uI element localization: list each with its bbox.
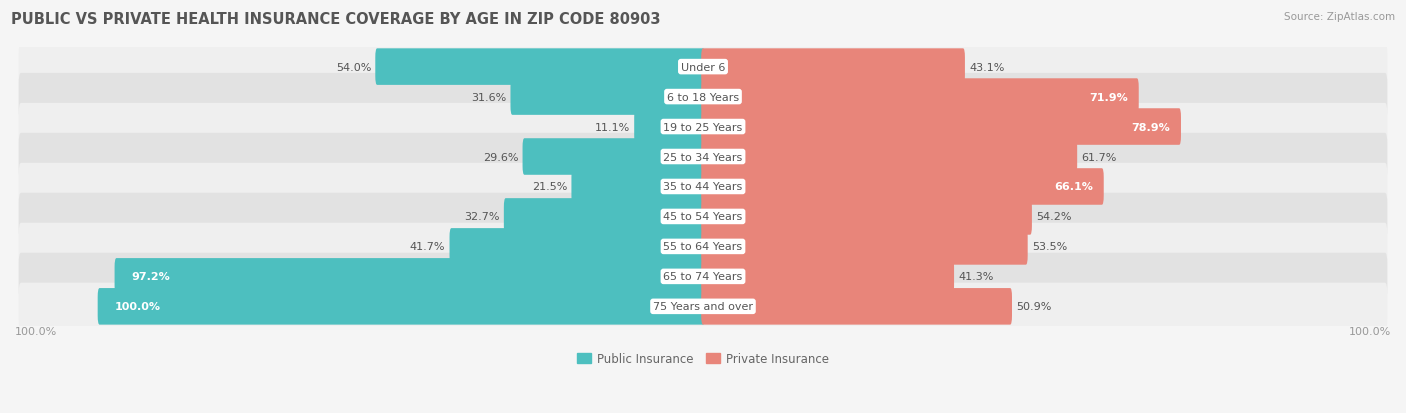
Text: 78.9%: 78.9% [1132,122,1170,132]
Text: 32.7%: 32.7% [464,212,499,222]
FancyBboxPatch shape [702,109,1181,145]
FancyBboxPatch shape [634,109,704,145]
FancyBboxPatch shape [702,228,1028,265]
FancyBboxPatch shape [18,193,1388,240]
Text: Under 6: Under 6 [681,62,725,72]
FancyBboxPatch shape [18,74,1388,121]
Legend: Public Insurance, Private Insurance: Public Insurance, Private Insurance [572,348,834,370]
FancyBboxPatch shape [503,199,704,235]
FancyBboxPatch shape [18,223,1388,271]
FancyBboxPatch shape [702,288,1012,325]
Text: Source: ZipAtlas.com: Source: ZipAtlas.com [1284,12,1395,22]
FancyBboxPatch shape [702,139,1077,176]
FancyBboxPatch shape [375,49,704,85]
FancyBboxPatch shape [18,44,1388,91]
FancyBboxPatch shape [702,79,1139,116]
Text: 45 to 54 Years: 45 to 54 Years [664,212,742,222]
FancyBboxPatch shape [571,169,704,205]
FancyBboxPatch shape [510,79,704,116]
Text: 54.0%: 54.0% [336,62,371,72]
Text: 65 to 74 Years: 65 to 74 Years [664,272,742,282]
FancyBboxPatch shape [523,139,704,176]
Text: 97.2%: 97.2% [132,272,170,282]
Text: 55 to 64 Years: 55 to 64 Years [664,242,742,252]
Text: 35 to 44 Years: 35 to 44 Years [664,182,742,192]
Text: 71.9%: 71.9% [1090,93,1128,102]
FancyBboxPatch shape [702,259,955,295]
Text: 50.9%: 50.9% [1017,301,1052,311]
Text: 75 Years and over: 75 Years and over [652,301,754,311]
Text: 43.1%: 43.1% [969,62,1004,72]
FancyBboxPatch shape [18,253,1388,300]
Text: 41.7%: 41.7% [409,242,446,252]
Text: 61.7%: 61.7% [1081,152,1116,162]
Text: 54.2%: 54.2% [1036,212,1071,222]
Text: 41.3%: 41.3% [959,272,994,282]
Text: 19 to 25 Years: 19 to 25 Years [664,122,742,132]
Text: 100.0%: 100.0% [114,301,160,311]
Text: 53.5%: 53.5% [1032,242,1067,252]
FancyBboxPatch shape [702,169,1104,205]
Text: 66.1%: 66.1% [1054,182,1092,192]
Text: 100.0%: 100.0% [15,326,58,336]
Text: 21.5%: 21.5% [531,182,567,192]
FancyBboxPatch shape [97,288,704,325]
Text: 100.0%: 100.0% [1348,326,1391,336]
Text: 11.1%: 11.1% [595,122,630,132]
FancyBboxPatch shape [114,259,704,295]
FancyBboxPatch shape [702,49,965,85]
FancyBboxPatch shape [450,228,704,265]
Text: 6 to 18 Years: 6 to 18 Years [666,93,740,102]
Text: 25 to 34 Years: 25 to 34 Years [664,152,742,162]
Text: 29.6%: 29.6% [482,152,519,162]
FancyBboxPatch shape [18,283,1388,330]
Text: PUBLIC VS PRIVATE HEALTH INSURANCE COVERAGE BY AGE IN ZIP CODE 80903: PUBLIC VS PRIVATE HEALTH INSURANCE COVER… [11,12,661,27]
FancyBboxPatch shape [18,104,1388,151]
FancyBboxPatch shape [18,133,1388,181]
Text: 31.6%: 31.6% [471,93,506,102]
FancyBboxPatch shape [702,199,1032,235]
FancyBboxPatch shape [18,164,1388,211]
